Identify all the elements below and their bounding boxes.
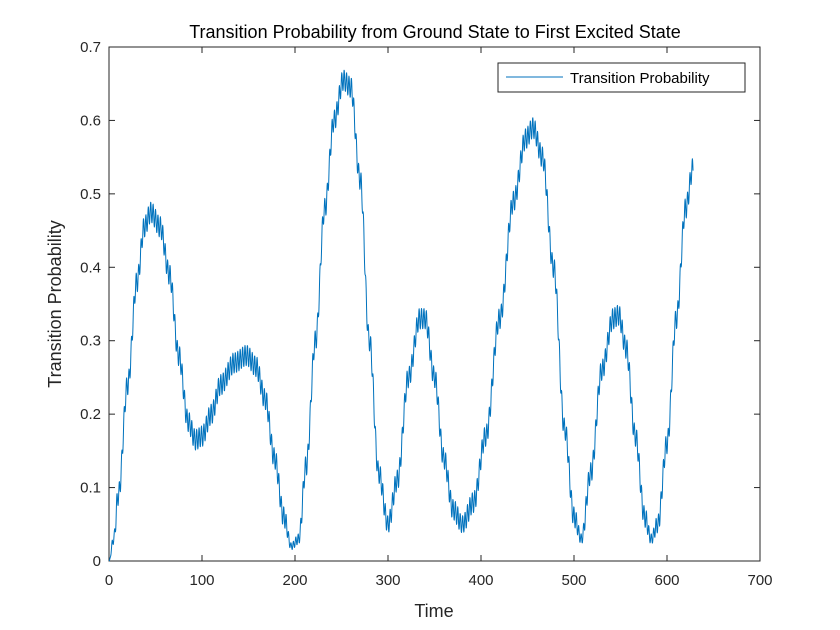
y-tick-label: 0.2 [80,406,101,423]
y-tick-label: 0.6 [80,112,101,129]
y-tick-label: 0.7 [80,39,101,56]
x-tick-label: 500 [561,572,586,589]
x-axis: 0 100 200 300 400 500 600 700 [105,47,773,589]
series-line-transition-probability [108,69,694,562]
x-tick-label: 300 [375,572,400,589]
x-axis-label: Time [414,601,453,621]
plot-area [108,46,761,562]
y-tick-label: 0.5 [80,186,101,203]
x-tick-label: 200 [282,572,307,589]
y-axis-label: Transition Probability [45,220,65,387]
x-tick-label: 0 [105,572,113,589]
y-axis: 0 0.1 0.2 0.3 0.4 0.5 0.6 0.7 [80,39,760,570]
y-tick-label: 0.3 [80,333,101,350]
legend-label-transition-probability: Transition Probability [570,70,710,87]
y-tick-label: 0 [93,553,101,570]
x-tick-label: 400 [468,572,493,589]
y-tick-label: 0.1 [80,480,101,497]
axes-box [108,46,761,562]
legend: Transition Probability [497,62,746,93]
x-tick-label: 100 [189,572,214,589]
chart-title: Transition Probability from Ground State… [189,22,681,42]
y-tick-label: 0.4 [80,259,101,276]
x-tick-label: 600 [654,572,679,589]
x-tick-label: 700 [747,572,772,589]
